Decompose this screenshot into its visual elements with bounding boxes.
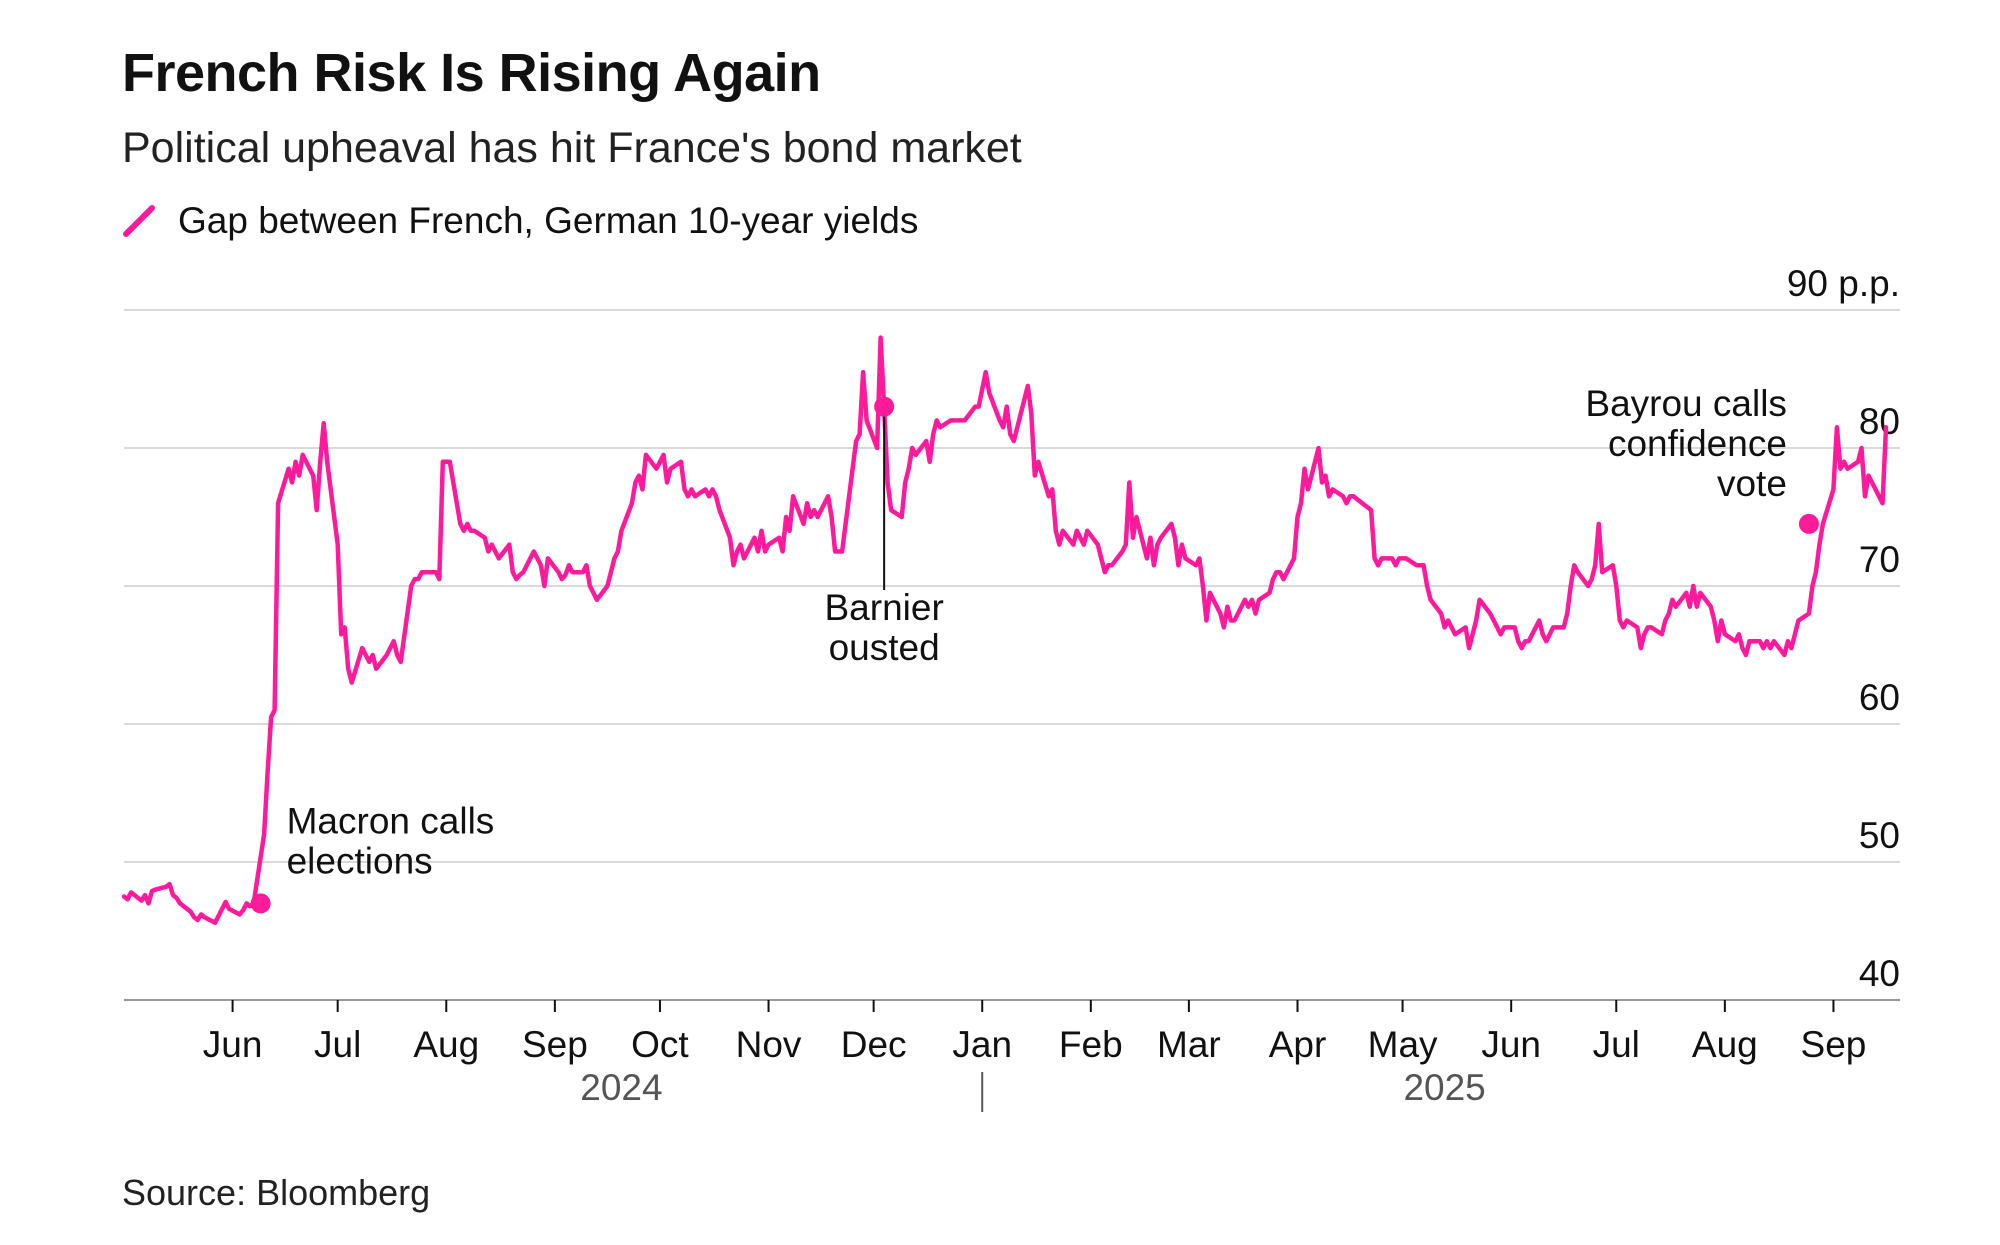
- year-label: 2024: [580, 1067, 662, 1108]
- annotation-text: ousted: [829, 627, 940, 668]
- legend-line-icon: [123, 205, 155, 237]
- x-tick-label: May: [1368, 1024, 1438, 1065]
- x-tick-label: Mar: [1157, 1024, 1221, 1065]
- chart-subtitle: Political upheaval has hit France's bond…: [122, 124, 1022, 172]
- x-tick-label: Nov: [736, 1024, 802, 1065]
- x-tick-label: Feb: [1059, 1024, 1123, 1065]
- y-tick-label: 50: [1859, 815, 1900, 856]
- annotation-text: vote: [1717, 463, 1787, 504]
- y-tick-label: 80: [1859, 401, 1900, 442]
- annotation-text: Macron calls: [287, 800, 495, 841]
- x-tick-label: Sep: [522, 1024, 588, 1065]
- legend: Gap between French, German 10-year yield…: [122, 200, 918, 242]
- x-tick-label: Aug: [1692, 1024, 1758, 1065]
- x-tick-label: Dec: [841, 1024, 907, 1065]
- x-tick-label: Aug: [413, 1024, 479, 1065]
- x-tick-label: Apr: [1269, 1024, 1327, 1065]
- x-tick-label: Jul: [314, 1024, 361, 1065]
- y-tick-label: 60: [1859, 677, 1900, 718]
- x-tick-label: Jun: [203, 1024, 263, 1065]
- series-line: [121, 335, 1889, 925]
- annotation-text: Bayrou calls: [1585, 383, 1787, 424]
- annotation-marker: [874, 396, 895, 417]
- x-tick-label: Jul: [1593, 1024, 1640, 1065]
- x-tick-label: Jun: [1481, 1024, 1541, 1065]
- x-tick-label: Oct: [631, 1024, 689, 1065]
- x-tick-label: Jan: [952, 1024, 1012, 1065]
- annotation-marker: [250, 893, 271, 914]
- legend-series-label: Gap between French, German 10-year yield…: [178, 200, 919, 241]
- y-tick-label: 40: [1859, 953, 1900, 994]
- annotation-text: Barnier: [825, 587, 944, 628]
- x-tick-label: Sep: [1801, 1024, 1867, 1065]
- source-note: Source: Bloomberg: [122, 1172, 431, 1213]
- annotation-text: elections: [287, 840, 433, 881]
- chart-title: French Risk Is Rising Again: [122, 43, 821, 103]
- y-tick-label: 70: [1859, 539, 1900, 580]
- year-label: 2025: [1403, 1067, 1485, 1108]
- y-tick-label: 90 p.p.: [1787, 263, 1900, 304]
- annotation-marker: [1798, 513, 1819, 534]
- annotation-text: confidence: [1608, 423, 1787, 464]
